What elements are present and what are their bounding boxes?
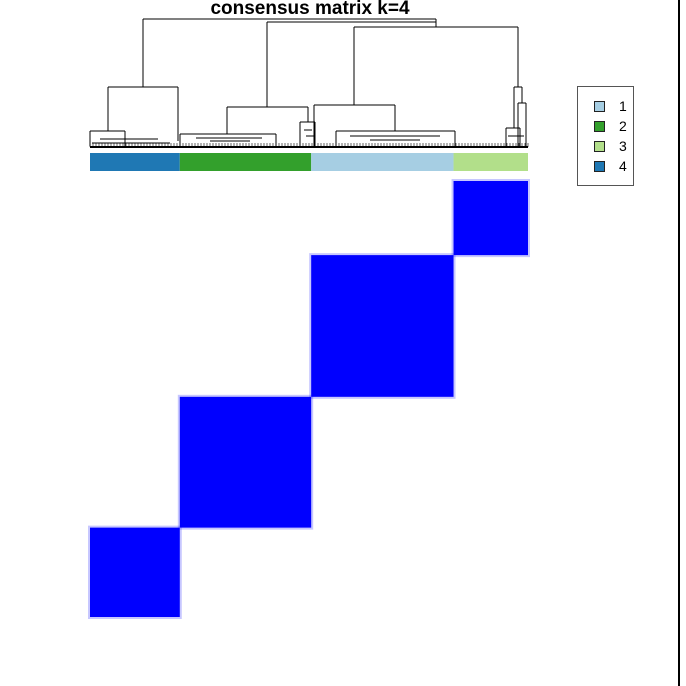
legend: 1 2 3 4	[577, 86, 634, 186]
consensus-block-cluster-3	[453, 181, 528, 256]
legend-swatch-1	[594, 100, 605, 112]
annotation-segment-cluster-2	[179, 153, 312, 171]
annotation-segment-cluster-1	[311, 153, 454, 171]
legend-item-4: 4	[594, 157, 627, 175]
legend-label-1: 1	[619, 98, 627, 114]
legend-item-1: 1	[594, 97, 627, 115]
consensus-block-cluster-4	[90, 527, 180, 617]
chart-title: consensus matrix k=4	[210, 0, 410, 19]
viewport-edge	[678, 0, 680, 686]
consensus-matrix	[88, 179, 530, 619]
legend-label-4: 4	[619, 158, 627, 174]
legend-swatch-4	[594, 160, 605, 172]
annotation-segment-cluster-4	[90, 153, 180, 171]
legend-swatch-3	[594, 140, 605, 152]
legend-item-2: 2	[594, 117, 627, 135]
annotation-segment-cluster-3	[453, 153, 528, 171]
legend-item-3: 3	[594, 137, 627, 155]
dendrogram	[89, 18, 529, 148]
cluster-annotation-bar	[90, 153, 528, 171]
legend-label-2: 2	[619, 118, 627, 134]
consensus-block-cluster-1	[311, 255, 454, 397]
legend-swatch-2	[594, 120, 605, 132]
legend-label-3: 3	[619, 138, 627, 154]
consensus-block-cluster-2	[179, 396, 312, 528]
